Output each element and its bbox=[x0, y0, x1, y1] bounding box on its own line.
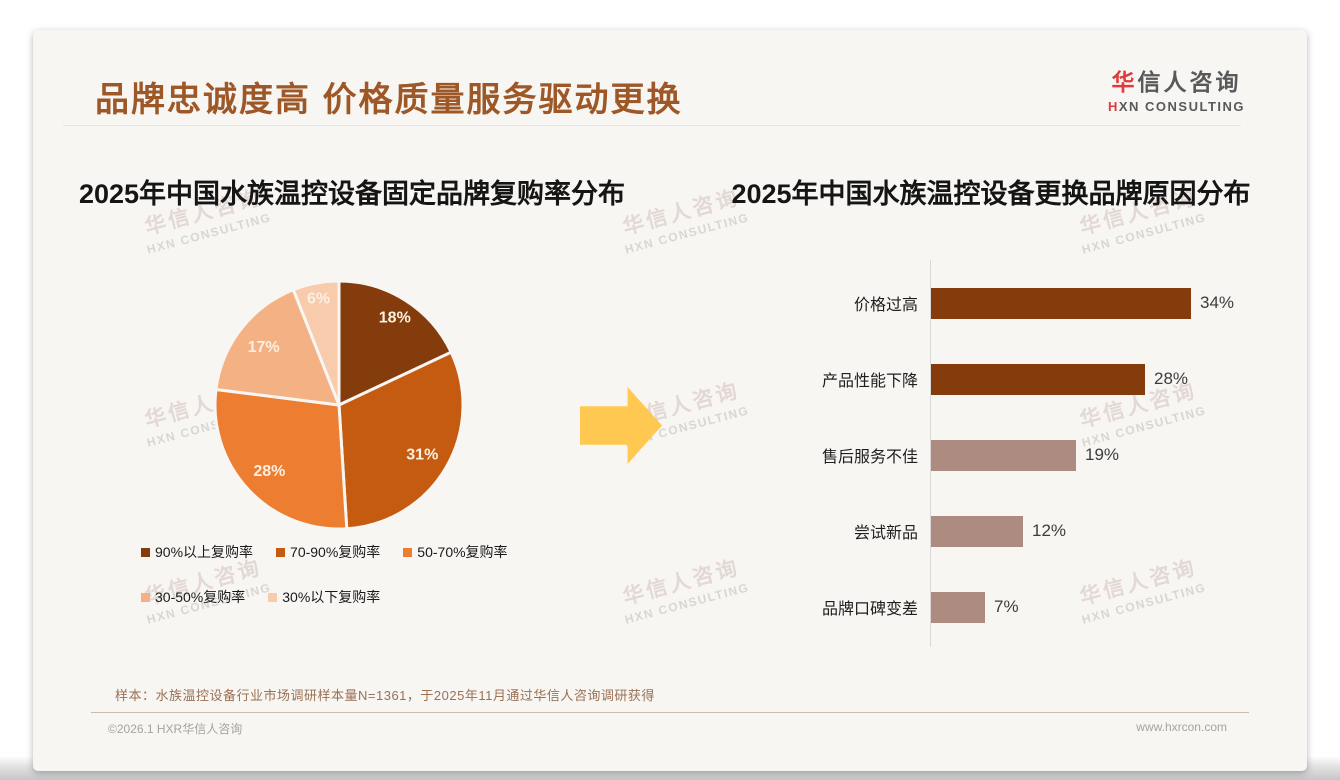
bar-area: 28% bbox=[931, 363, 1283, 395]
legend-row: 90%以上复购率 70-90%复购率 50-70%复购率 bbox=[141, 542, 641, 562]
logo-brand-accent: 华 bbox=[1111, 69, 1138, 95]
sample-note: 样本：水族温控设备行业市场调研样本量N=1361，于2025年11月通过华信人咨… bbox=[115, 688, 655, 703]
bar-area: 19% bbox=[931, 439, 1283, 471]
bar-fill bbox=[931, 439, 1076, 471]
bar-axis-line bbox=[930, 260, 931, 647]
bar-area: 34% bbox=[931, 287, 1283, 319]
pie-slice-2 bbox=[213, 387, 349, 531]
legend-item: 30%以下复购率 bbox=[268, 587, 380, 607]
legend-item: 50-70%复购率 bbox=[403, 542, 508, 562]
pie-slice-4 bbox=[291, 279, 341, 407]
legend-marker bbox=[141, 547, 150, 557]
copyright-text: ©2026.1 HXR华信人咨询 bbox=[108, 722, 243, 736]
slide-card: 华信人咨询 HXN CONSULTING 华信人咨询 HXN CONSULTING 华信… bbox=[33, 30, 1307, 771]
legend-label: 30-50%复购率 bbox=[155, 589, 246, 605]
logo-sub-rest: XN CONSULTING bbox=[1118, 99, 1245, 114]
legend-item: 30-50%复购率 bbox=[141, 587, 245, 607]
bar-category-label: 价格过高 bbox=[853, 297, 918, 314]
bar-value-label: 34% bbox=[1200, 293, 1235, 312]
legend-item: 70-90%复购率 bbox=[276, 542, 380, 562]
legend-label: 90%以上复购率 bbox=[155, 544, 254, 560]
legend-label: 30%以下复购率 bbox=[282, 589, 381, 605]
bar-chart: 价格过高 34% 产品性能下降 28% 售后服务不佳 19% 尝试新品 12% 品牌口碑变差 7% bbox=[673, 260, 1283, 647]
pie-slice-1 bbox=[337, 350, 465, 531]
logo-sub-line: HXN CONSULTING bbox=[1108, 99, 1245, 114]
bar-fill bbox=[931, 363, 1145, 395]
bar-row: 产品性能下降 28% bbox=[673, 341, 1283, 417]
pie-chart-title: 2025年中国水族温控设备固定品牌复购率分布 bbox=[78, 179, 626, 209]
legend-marker bbox=[403, 547, 413, 557]
bar-area: 12% bbox=[931, 515, 1283, 547]
pie-legend: 90%以上复购率 70-90%复购率 50-70%复购率 30-50%复购率 30%以下… bbox=[141, 542, 641, 632]
legend-label: 50-70%复购率 bbox=[417, 544, 508, 560]
bar-value-label: 12% bbox=[1032, 521, 1067, 540]
pie-slice-3 bbox=[214, 288, 341, 407]
bar-value-label: 19% bbox=[1085, 445, 1120, 464]
pie-slice-label: 31% bbox=[406, 447, 438, 464]
legend-marker bbox=[141, 592, 150, 602]
bar-row: 价格过高 34% bbox=[673, 265, 1283, 341]
bar-value-label: 28% bbox=[1154, 369, 1189, 388]
legend-marker bbox=[276, 547, 286, 557]
bar-fill bbox=[931, 515, 1023, 547]
bar-row: 尝试新品 12% bbox=[673, 493, 1283, 569]
website-url: www.hxrcon.com bbox=[1136, 720, 1227, 734]
legend-item: 90%以上复购率 bbox=[141, 542, 253, 562]
page-title: 品牌忠诚度高 价格质量服务驱动更换 bbox=[95, 81, 683, 119]
bar-fill bbox=[931, 287, 1191, 319]
pie-slice-label: 28% bbox=[253, 463, 285, 480]
brand-logo: 华信人咨询 HXN CONSULTING bbox=[1108, 63, 1245, 114]
logo-sub-accent: H bbox=[1107, 99, 1119, 114]
pie-slice-label: 18% bbox=[379, 310, 411, 327]
pie-slice-0 bbox=[337, 279, 453, 407]
bar-category-label: 品牌口碑变差 bbox=[821, 601, 918, 618]
bar-value-label: 7% bbox=[994, 597, 1019, 616]
bar-category-label: 售后服务不佳 bbox=[821, 449, 918, 466]
bar-row: 售后服务不佳 19% bbox=[673, 417, 1283, 493]
legend-label: 70-90%复购率 bbox=[290, 544, 381, 560]
bar-rows: 价格过高 34% 产品性能下降 28% 售后服务不佳 19% 尝试新品 12% 品牌口碑变差 7% bbox=[673, 265, 1283, 645]
footer-divider bbox=[91, 712, 1249, 713]
bar-chart-title: 2025年中国水族温控设备更换品牌原因分布 bbox=[731, 179, 1251, 209]
bar-row: 品牌口碑变差 7% bbox=[673, 569, 1283, 645]
bar-category-label: 产品性能下降 bbox=[821, 373, 918, 390]
logo-brand-line: 华信人咨询 bbox=[1108, 63, 1245, 97]
pie-chart: 18% 31% 28% 17% 6% bbox=[213, 279, 465, 531]
pie-slice-label: 6% bbox=[307, 290, 330, 307]
bar-area: 7% bbox=[931, 591, 1283, 623]
bar-fill bbox=[931, 591, 985, 623]
logo-brand-rest: 信人咨询 bbox=[1137, 69, 1242, 95]
legend-marker bbox=[268, 592, 278, 602]
legend-row: 30-50%复购率 30%以下复购率 bbox=[141, 587, 641, 607]
header-divider bbox=[63, 125, 1241, 126]
bar-category-label: 尝试新品 bbox=[853, 525, 918, 542]
pie-slice-label: 17% bbox=[248, 339, 280, 356]
